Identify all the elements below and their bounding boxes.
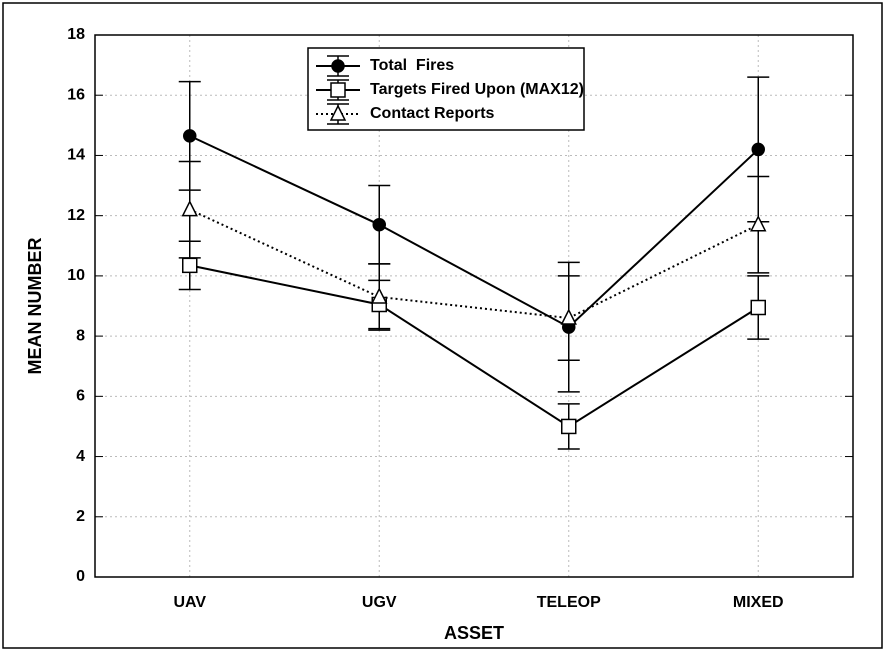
x-axis-label: ASSET	[444, 623, 504, 643]
legend-label: Targets Fired Upon (MAX12)	[370, 81, 584, 98]
y-tick-label: 2	[76, 508, 85, 525]
plot-frame	[94, 34, 854, 578]
legend-label: Total Fires	[370, 57, 454, 74]
y-tick-label: 14	[67, 147, 85, 164]
x-tick-label: UAV	[173, 594, 206, 611]
x-tick-label: TELEOP	[537, 594, 601, 611]
marker	[181, 199, 198, 217]
marker	[750, 215, 767, 232]
y-tick-label: 10	[67, 267, 85, 284]
y-axis-label: MEAN NUMBER	[25, 238, 45, 375]
marker	[183, 129, 197, 143]
y-tick-label: 4	[76, 448, 85, 465]
legend-marker	[329, 104, 347, 121]
marker	[750, 299, 766, 316]
marker	[371, 287, 388, 304]
series-line	[189, 134, 759, 329]
y-tick-label: 8	[76, 327, 85, 344]
series-line	[189, 264, 759, 428]
y-tick-label: 12	[67, 207, 85, 224]
y-tick-label: 16	[67, 86, 85, 103]
y-tick-label: 18	[67, 26, 85, 43]
y-tick-label: 0	[76, 568, 85, 585]
marker	[560, 308, 577, 325]
x-tick-label: UGV	[362, 594, 397, 611]
legend-marker	[331, 59, 345, 73]
legend-marker	[330, 82, 346, 98]
marker	[751, 142, 765, 157]
marker	[182, 257, 198, 274]
x-tick-label: MIXED	[733, 594, 784, 611]
marker	[372, 217, 386, 232]
marker	[561, 418, 577, 435]
legend-label: Contact Reports	[370, 105, 495, 122]
y-tick-label: 6	[76, 388, 85, 405]
